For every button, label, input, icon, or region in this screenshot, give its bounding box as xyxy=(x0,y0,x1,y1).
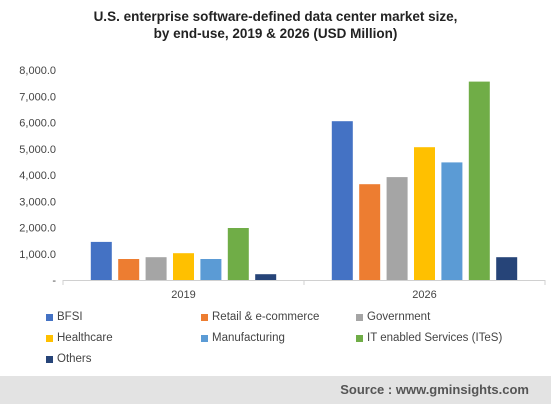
legend-item: Government xyxy=(356,311,430,323)
y-tick-label: 6,000.0 xyxy=(19,118,56,130)
legend-label: Others xyxy=(57,353,92,365)
y-tick-label: 2,000.0 xyxy=(19,223,56,235)
legend-swatch xyxy=(46,313,53,321)
chart-title-line-2: by end-use, 2019 & 2026 (USD Million) xyxy=(153,26,398,41)
legend-item: Retail & e-commerce xyxy=(201,311,319,323)
legend-label: BFSI xyxy=(57,311,83,323)
bar xyxy=(227,228,249,280)
source-bar: Source : www.gminsights.com xyxy=(0,376,551,404)
y-tick-label: 8,000.0 xyxy=(19,65,56,77)
x-tick-label: 2026 xyxy=(412,289,436,301)
bar xyxy=(468,81,490,280)
bar xyxy=(255,274,277,280)
legend-item: Manufacturing xyxy=(201,332,285,344)
bar xyxy=(145,257,167,280)
bar xyxy=(496,257,518,280)
bar xyxy=(200,259,222,280)
legend-label: Healthcare xyxy=(57,332,113,344)
y-tick-label: 3,000.0 xyxy=(19,196,56,208)
legend-item: BFSI xyxy=(46,311,83,323)
bar xyxy=(331,121,353,280)
legend-item: Healthcare xyxy=(46,332,113,344)
legend-label: Retail & e-commerce xyxy=(212,311,320,323)
legend-swatch xyxy=(201,334,208,342)
bar xyxy=(386,177,408,280)
legend-item: IT enabled Services (ITeS) xyxy=(356,332,502,344)
bar xyxy=(441,162,463,280)
bar xyxy=(173,253,194,280)
bar xyxy=(90,241,112,280)
x-tick-label: 2019 xyxy=(171,289,195,301)
y-tick-label: 7,000.0 xyxy=(19,91,56,103)
legend-label: IT enabled Services (ITeS) xyxy=(367,332,503,344)
legend-swatch xyxy=(46,334,53,342)
legend-label: Government xyxy=(367,311,431,323)
y-tick-label: 4,000.0 xyxy=(19,170,56,182)
legend-item: Others xyxy=(46,353,92,365)
legend-swatch xyxy=(356,334,363,342)
source-text: Source : www.gminsights.com xyxy=(340,382,529,397)
bar-chart: - 1,000.0 2,000.0 3,000.0 4,000.0 5,000.0 6,00… xyxy=(19,65,546,301)
legend-label: Manufacturing xyxy=(212,332,285,344)
legend-swatch xyxy=(356,313,363,321)
bar xyxy=(359,184,381,280)
y-tick-label: - xyxy=(52,275,56,287)
chart-title-line-1: U.S. enterprise software-defined data ce… xyxy=(93,9,458,24)
bar xyxy=(414,147,435,280)
y-tick-label: 1,000.0 xyxy=(19,249,56,261)
legend-swatch xyxy=(46,355,53,363)
legend-swatch xyxy=(201,313,208,321)
chart-title: U.S. enterprise software-defined data ce… xyxy=(0,8,551,42)
bar xyxy=(118,259,140,280)
y-tick-label: 5,000.0 xyxy=(19,144,56,156)
